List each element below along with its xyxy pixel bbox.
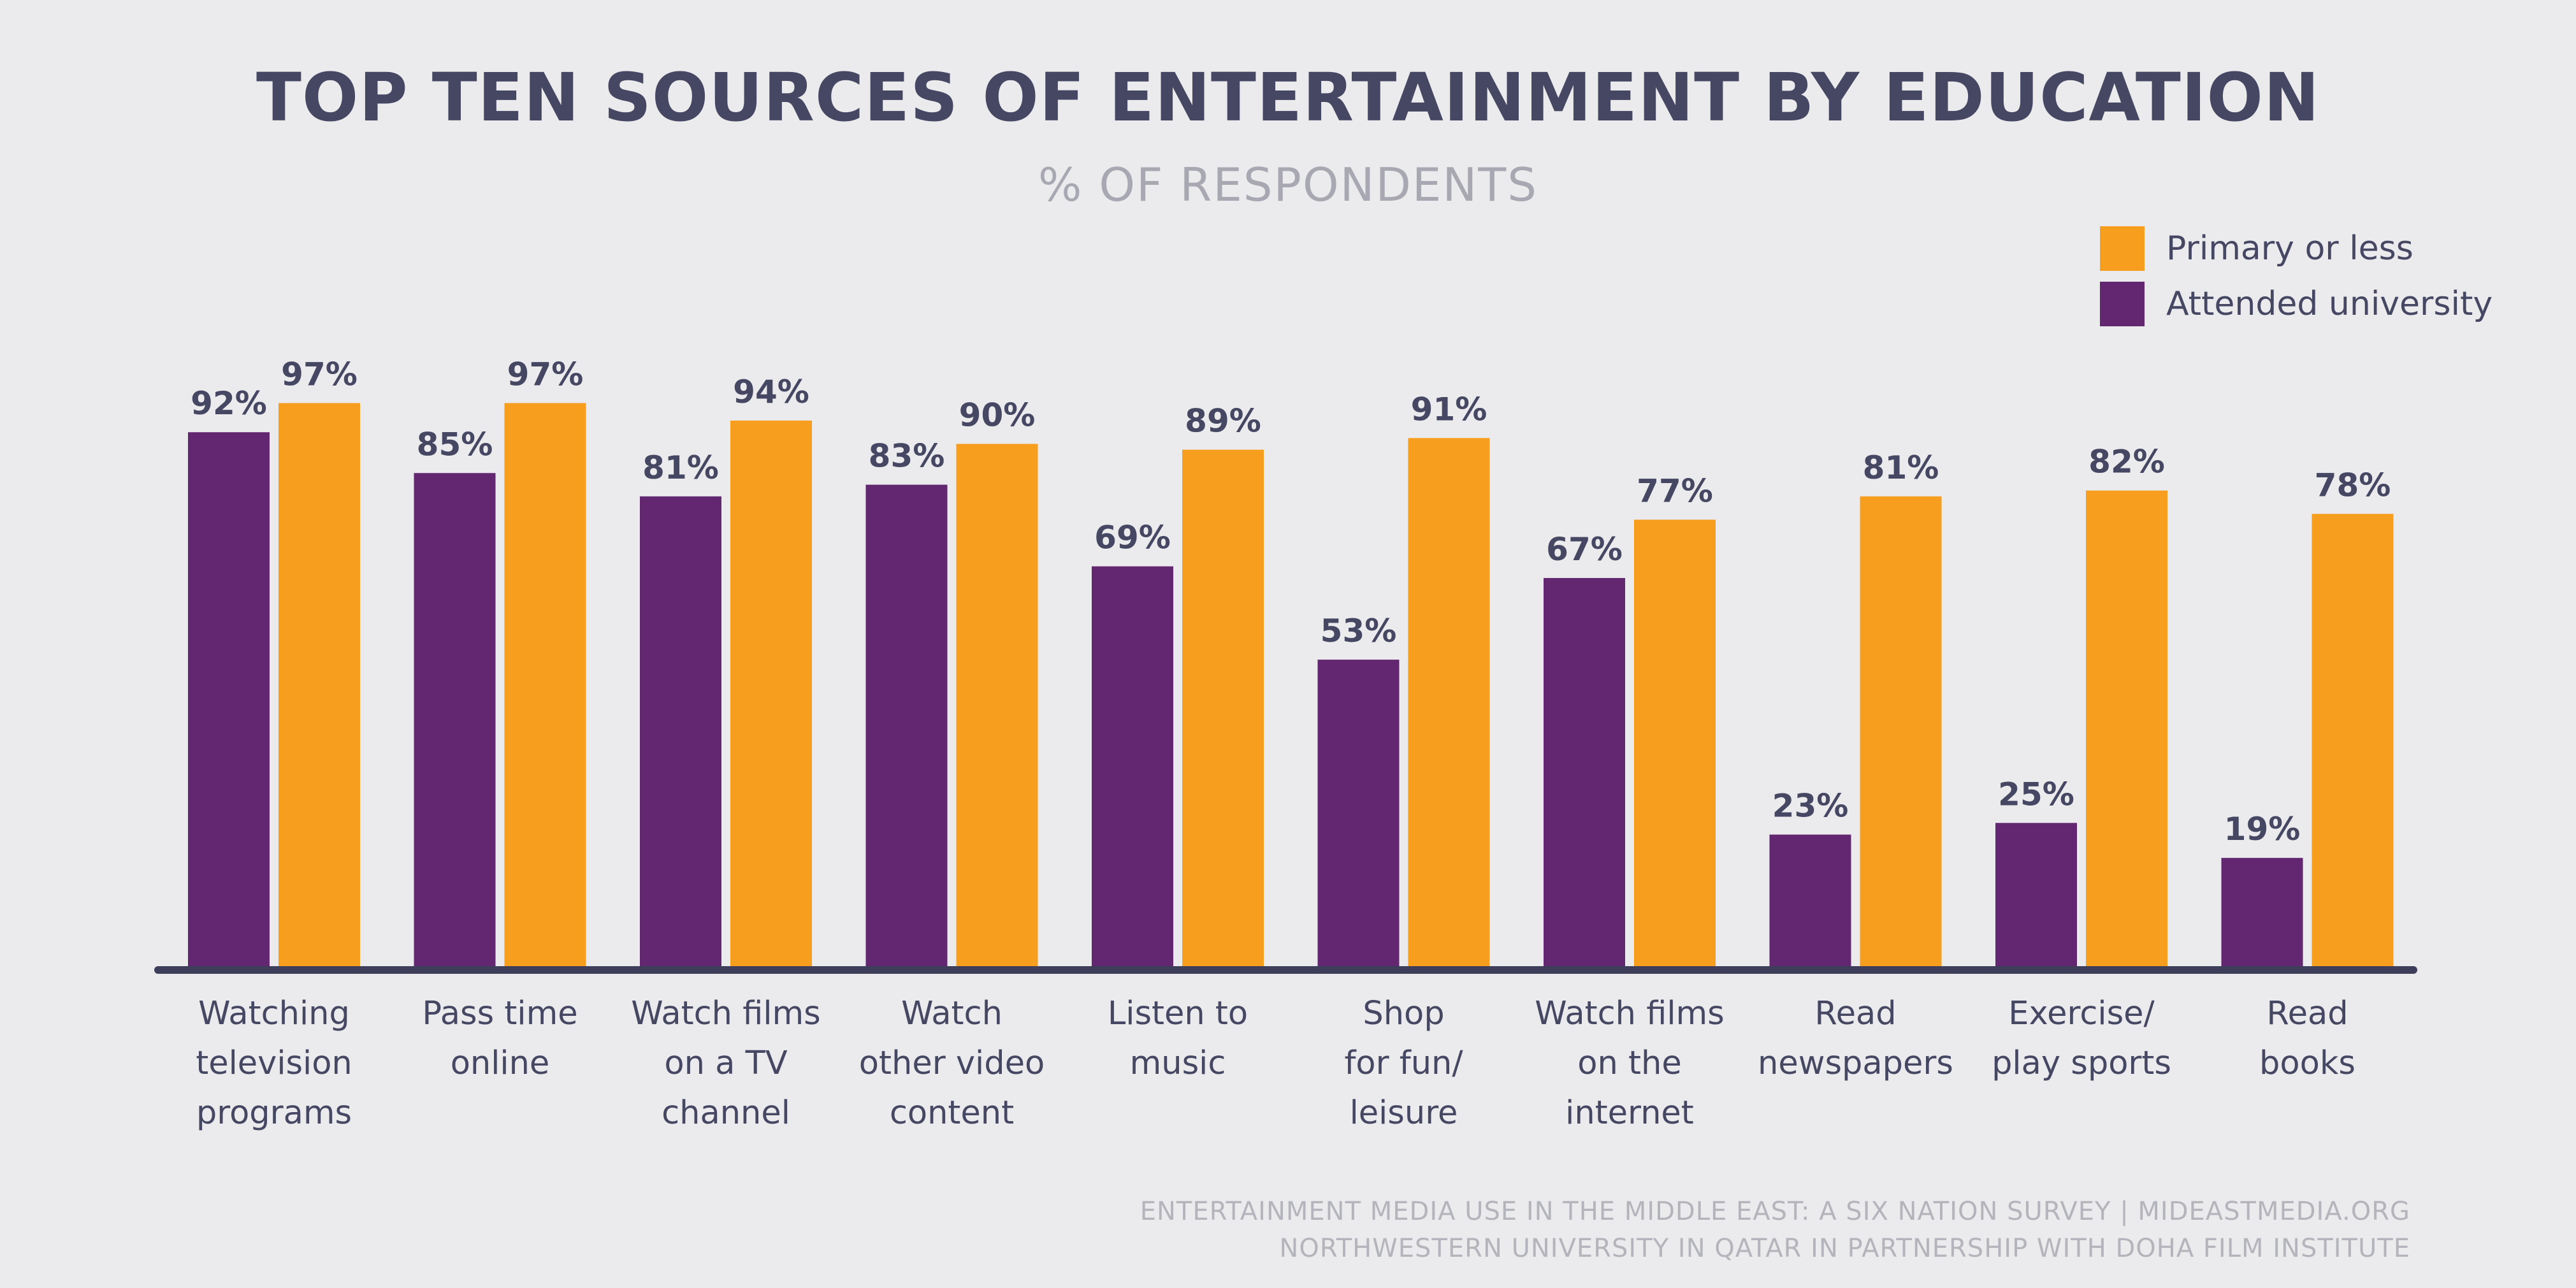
category-label-7-line-0: Read bbox=[1814, 995, 1896, 1032]
legend-item-primary: Primary or less bbox=[2100, 226, 2493, 271]
category-label-0-line-2: programs bbox=[196, 1094, 352, 1132]
category-label-9-line-0: Read bbox=[2266, 995, 2348, 1032]
data-label-primary-5: 91% bbox=[1411, 391, 1487, 428]
data-label-university-9: 19% bbox=[2224, 811, 2301, 848]
data-label-primary-1: 97% bbox=[507, 356, 584, 393]
bar-primary-7 bbox=[1860, 496, 1942, 969]
data-label-university-6: 67% bbox=[1546, 531, 1623, 568]
category-label-4-line-1: music bbox=[1130, 1045, 1226, 1082]
bar-primary-8 bbox=[2086, 490, 2167, 969]
source-credit: ENTERTAINMENT MEDIA USE IN THE MIDDLE EA… bbox=[1140, 1193, 2410, 1267]
bar-university-4 bbox=[1092, 566, 1173, 969]
legend: Primary or less Attended university bbox=[2100, 226, 2493, 337]
category-label-4-line-0: Listen to bbox=[1108, 995, 1248, 1032]
category-label-6-line-0: Watch films bbox=[1535, 995, 1725, 1032]
data-label-primary-2: 94% bbox=[733, 373, 809, 410]
bar-primary-2 bbox=[730, 420, 812, 969]
legend-label-university: Attended university bbox=[2166, 285, 2493, 323]
category-label-4: Listen to music bbox=[1108, 995, 1248, 1082]
category-label-2-line-1: on a TV bbox=[664, 1045, 787, 1082]
bar-university-6 bbox=[1544, 577, 1625, 969]
category-label-2-line-2: channel bbox=[662, 1094, 790, 1132]
chart-title: TOP TEN SOURCES OF ENTERTAINMENT BY EDUC… bbox=[256, 59, 2320, 136]
bar-primary-1 bbox=[504, 403, 586, 969]
bar-primary-4 bbox=[1182, 449, 1264, 969]
category-label-7-line-1: newspapers bbox=[1758, 1045, 1953, 1082]
category-label-8-line-1: play sports bbox=[1992, 1045, 2171, 1082]
data-label-university-8: 25% bbox=[1998, 776, 2074, 813]
data-label-primary-6: 77% bbox=[1637, 472, 1713, 509]
category-label-1: Pass time online bbox=[422, 995, 577, 1082]
data-label-primary-3: 90% bbox=[959, 397, 1036, 434]
source-line-1: ENTERTAINMENT MEDIA USE IN THE MIDDLE EA… bbox=[1140, 1197, 2410, 1226]
data-label-primary-8: 82% bbox=[2088, 444, 2165, 481]
bar-university-8 bbox=[1995, 823, 2077, 969]
bar-university-3 bbox=[865, 484, 948, 969]
category-label-6: Watch films on the internet bbox=[1535, 995, 1725, 1132]
category-label-3-line-1: other video bbox=[859, 1045, 1045, 1082]
bar-university-7 bbox=[1769, 834, 1851, 969]
category-label-5-line-2: leisure bbox=[1350, 1094, 1458, 1132]
bar-university-2 bbox=[640, 496, 721, 969]
data-label-university-3: 83% bbox=[869, 438, 945, 475]
legend-swatch-primary bbox=[2100, 226, 2145, 271]
category-label-8-line-0: Exercise/ bbox=[2008, 995, 2155, 1032]
category-label-7: Read newspapers bbox=[1758, 995, 1953, 1082]
data-label-primary-4: 89% bbox=[1185, 403, 1261, 440]
bar-primary-0 bbox=[279, 403, 360, 969]
data-label-primary-0: 97% bbox=[281, 356, 358, 393]
data-label-university-0: 92% bbox=[191, 385, 267, 422]
category-label-9-line-1: books bbox=[2259, 1045, 2355, 1082]
data-label-primary-9: 78% bbox=[2315, 467, 2391, 503]
category-label-5: Shop for fun/leisure bbox=[1344, 995, 1463, 1132]
bar-university-5 bbox=[1317, 660, 1400, 969]
category-label-2: Watch films on a TV channel bbox=[631, 995, 821, 1132]
bar-university-0 bbox=[188, 432, 270, 969]
legend-label-primary: Primary or less bbox=[2166, 229, 2413, 268]
chart-subtitle: % OF RESPONDENTS bbox=[1038, 158, 1538, 212]
category-label-2-line-0: Watch films bbox=[631, 995, 821, 1032]
category-label-6-line-1: on the bbox=[1577, 1045, 1681, 1082]
data-label-university-2: 81% bbox=[642, 449, 719, 486]
category-label-1-line-1: online bbox=[451, 1045, 550, 1082]
category-label-6-line-2: internet bbox=[1565, 1094, 1694, 1132]
category-label-5-line-1: for fun/ bbox=[1344, 1045, 1463, 1082]
data-label-university-5: 53% bbox=[1321, 612, 1397, 649]
category-label-3-line-0: Watch bbox=[901, 995, 1002, 1032]
category-label-0-line-1: television bbox=[196, 1045, 352, 1082]
data-label-primary-7: 81% bbox=[1863, 449, 1939, 486]
category-label-9: Read books bbox=[2259, 995, 2355, 1082]
bar-primary-6 bbox=[1634, 519, 1716, 969]
source-line-2: NORTHWESTERN UNIVERSITY IN QATAR IN PART… bbox=[1279, 1234, 2410, 1263]
bar-primary-9 bbox=[2312, 514, 2394, 969]
category-label-3: Watch other video content bbox=[859, 995, 1045, 1132]
category-label-0: Watching television programs bbox=[196, 995, 352, 1132]
data-label-university-4: 69% bbox=[1094, 519, 1171, 556]
category-label-0-line-0: Watching bbox=[198, 995, 350, 1032]
legend-swatch-university bbox=[2100, 282, 2145, 326]
legend-item-university: Attended university bbox=[2100, 282, 2493, 326]
category-label-3-line-2: content bbox=[890, 1094, 1014, 1132]
data-label-university-1: 85% bbox=[417, 426, 493, 463]
bar-primary-3 bbox=[956, 444, 1038, 969]
bar-primary-5 bbox=[1408, 438, 1490, 969]
bar-university-1 bbox=[414, 473, 496, 969]
bar-university-9 bbox=[2221, 858, 2303, 969]
category-label-5-line-0: Shop bbox=[1363, 995, 1444, 1032]
category-label-1-line-0: Pass time bbox=[422, 995, 577, 1032]
category-label-8: Exercise/play sports bbox=[1992, 995, 2171, 1082]
data-label-university-7: 23% bbox=[1772, 788, 1849, 825]
